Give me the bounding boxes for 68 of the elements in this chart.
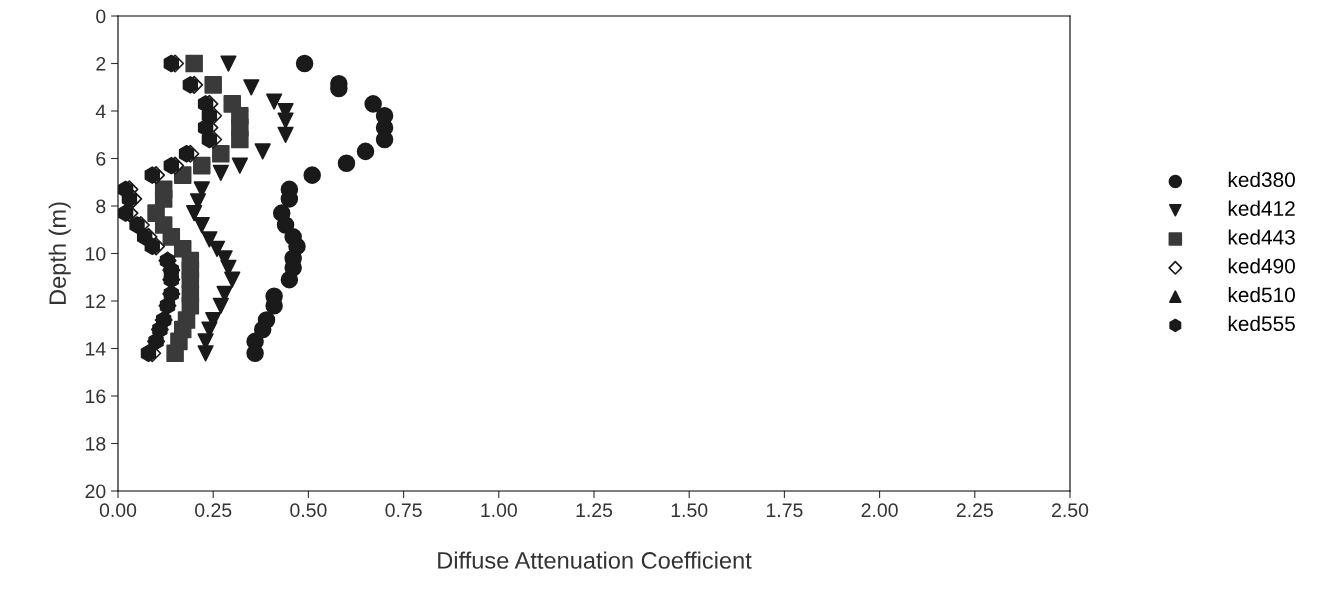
point bbox=[220, 55, 237, 72]
point bbox=[140, 344, 157, 363]
point bbox=[166, 344, 184, 363]
y-tick-label: 8 bbox=[96, 199, 106, 214]
x-tick-label: 1.25 bbox=[576, 503, 613, 518]
point bbox=[254, 143, 271, 160]
point bbox=[356, 142, 375, 161]
x-tick-label: 2.00 bbox=[861, 503, 898, 518]
point bbox=[212, 144, 230, 163]
point bbox=[243, 79, 260, 96]
x-tick-label: 1.50 bbox=[671, 503, 708, 518]
point bbox=[295, 54, 314, 73]
legend-label: ked555 bbox=[1228, 315, 1295, 332]
y-tick-label: 20 bbox=[85, 484, 106, 499]
point bbox=[364, 95, 382, 113]
legend-label: ked510 bbox=[1228, 286, 1295, 303]
x-tick-label: 1.00 bbox=[481, 503, 517, 518]
point bbox=[144, 237, 160, 256]
y-tick-label: 18 bbox=[86, 436, 106, 451]
point bbox=[337, 154, 356, 173]
point bbox=[212, 297, 229, 314]
legend-label: ked380 bbox=[1228, 171, 1295, 188]
point bbox=[193, 156, 211, 175]
y-tick-label: 0 bbox=[96, 9, 106, 24]
legend-label: ked443 bbox=[1228, 229, 1295, 245]
x-tick-label: 2.25 bbox=[956, 503, 993, 518]
point bbox=[193, 216, 210, 234]
y-tick-label: 2 bbox=[96, 56, 106, 71]
point bbox=[178, 144, 195, 163]
point bbox=[212, 164, 229, 181]
point bbox=[204, 76, 222, 94]
legend-label: ked412 bbox=[1228, 200, 1295, 216]
point bbox=[277, 112, 294, 129]
x-axis-title: Diffuse Attenuation Coefficient bbox=[438, 551, 752, 569]
point bbox=[231, 157, 248, 174]
point bbox=[280, 270, 299, 289]
legend-label: ked490 bbox=[1228, 258, 1295, 274]
point bbox=[185, 54, 203, 73]
y-tick-label: 12 bbox=[86, 294, 106, 309]
y-tick-label: 14 bbox=[86, 342, 106, 356]
point bbox=[224, 271, 241, 288]
y-axis-title: Depth (m) bbox=[48, 202, 71, 305]
point bbox=[163, 54, 180, 73]
point bbox=[163, 156, 180, 175]
y-tick-label: 16 bbox=[86, 389, 106, 404]
point bbox=[201, 231, 218, 248]
point bbox=[201, 130, 218, 149]
y-tick-label: 6 bbox=[96, 151, 106, 166]
y-tick-label: 4 bbox=[95, 104, 106, 119]
point bbox=[129, 216, 145, 234]
point bbox=[231, 130, 249, 149]
point bbox=[186, 205, 203, 222]
point bbox=[144, 166, 160, 184]
point bbox=[266, 93, 283, 110]
y-tick-label: 10 bbox=[86, 246, 106, 261]
x-tick-label: 0.00 bbox=[99, 503, 137, 518]
point bbox=[197, 345, 214, 362]
point bbox=[303, 166, 321, 184]
x-tick-label: 0.25 bbox=[195, 503, 232, 518]
x-tick-label: 2.50 bbox=[1052, 503, 1089, 518]
point bbox=[118, 204, 134, 222]
point bbox=[121, 190, 138, 208]
x-tick-label: 0.75 bbox=[385, 503, 422, 518]
x-tick-label: 1.75 bbox=[766, 503, 803, 518]
point bbox=[277, 126, 294, 143]
point bbox=[182, 76, 199, 94]
point bbox=[253, 320, 272, 339]
x-tick-label: 0.50 bbox=[290, 503, 327, 518]
